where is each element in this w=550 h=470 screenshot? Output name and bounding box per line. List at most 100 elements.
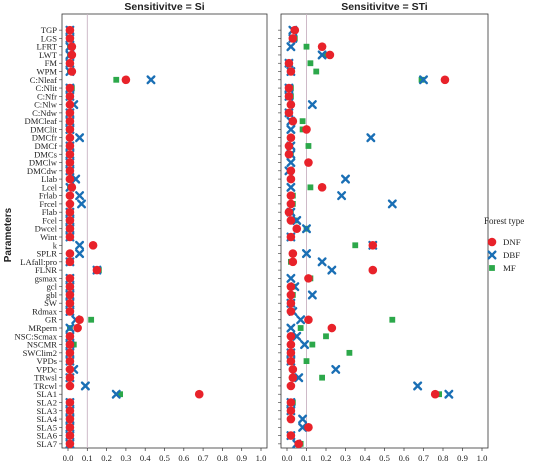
- point-dnf: [65, 116, 75, 126]
- parameter-label: SLA4: [36, 414, 57, 424]
- parameter-label: Wint: [40, 232, 57, 242]
- point-dnf: [65, 133, 75, 143]
- panel-frame: [61, 13, 268, 449]
- point-mf: [307, 60, 314, 67]
- point-dbf: [419, 75, 428, 85]
- point-dnf: [304, 423, 313, 432]
- parameter-label: Frcel: [39, 199, 57, 209]
- point-dnf: [65, 398, 75, 407]
- point-dnf: [65, 348, 75, 358]
- parameter-labels: TGPLGSLFRTLWTFMWPMC:NleafC:NlitC:NfrC:Nl…: [15, 25, 58, 449]
- series-dbf: [284, 25, 454, 449]
- point-mf: [303, 358, 310, 365]
- point-dnf: [121, 75, 131, 85]
- point-dnf: [65, 207, 75, 217]
- point-dnf: [65, 199, 75, 209]
- point-dnf: [368, 240, 378, 250]
- point-dbf: [307, 290, 317, 300]
- point-dnf: [286, 431, 296, 440]
- point-dbf: [286, 158, 296, 168]
- facet-title: Sensitivitve = Si: [124, 1, 204, 13]
- point-dnf: [317, 42, 327, 51]
- legend-label-dbf: DBF: [503, 250, 520, 260]
- point-dbf: [286, 42, 296, 52]
- point-dnf: [286, 67, 296, 76]
- point-dbf: [286, 124, 296, 134]
- point-dnf: [286, 133, 296, 143]
- point-mf: [299, 118, 306, 125]
- point-dnf: [65, 340, 75, 349]
- legend-marker-dnf: [487, 237, 497, 247]
- point-dnf: [327, 323, 337, 333]
- point-dbf: [302, 224, 311, 234]
- point-dnf: [65, 373, 75, 382]
- panel-2: Sensitivitve = STi 0.0 0.1 0.2 0.3 0.4 0.5 0.6 0…: [278, 1, 489, 463]
- point-dnf: [286, 307, 296, 316]
- x-tick-label: 0.8: [217, 453, 228, 463]
- parameter-label: DMCdw: [27, 166, 58, 176]
- point-dnf: [286, 381, 296, 391]
- point-dnf: [440, 75, 450, 85]
- parameter-label: DMCfr: [32, 133, 57, 143]
- parameter-label: Frlab: [39, 191, 57, 201]
- point-dnf: [284, 83, 294, 93]
- x-tick-label: 0.3: [340, 453, 351, 463]
- point-dnf: [65, 331, 75, 341]
- point-dbf: [331, 364, 341, 374]
- point-mf: [352, 242, 359, 249]
- x-tick-label: 0.2: [321, 453, 332, 463]
- parameter-label: Dwcel: [35, 224, 58, 234]
- point-dnf: [286, 216, 296, 225]
- point-dnf: [67, 183, 77, 192]
- parameter-label: SLA7: [36, 439, 57, 449]
- parameter-label: TRwsl: [34, 373, 58, 383]
- point-dbf: [286, 273, 296, 283]
- parameter-label: C:Nlit: [36, 83, 58, 93]
- point-dnf: [284, 149, 294, 159]
- point-dnf: [286, 340, 296, 349]
- x-tick-label: 0.4: [140, 453, 151, 463]
- point-dnf: [286, 406, 296, 416]
- point-dnf: [286, 166, 296, 176]
- point-dbf: [75, 240, 85, 250]
- parameter-label: SLA2: [36, 397, 57, 407]
- point-dbf: [75, 191, 85, 201]
- parameter-label: SPLR: [36, 249, 57, 259]
- point-mf: [418, 76, 425, 83]
- point-dnf: [88, 240, 98, 250]
- point-dnf: [65, 406, 75, 416]
- x-tick-label: 0.5: [159, 453, 170, 463]
- x-tick-label: 0.1: [301, 453, 312, 463]
- point-mf: [113, 76, 120, 83]
- point-dbf: [286, 323, 296, 333]
- x-tick-label: 0.5: [379, 453, 390, 463]
- point-mf: [303, 43, 310, 50]
- parameter-label: C:Nlw: [34, 100, 58, 110]
- point-dnf: [65, 100, 75, 109]
- point-dnf: [65, 191, 75, 200]
- point-mf: [307, 184, 314, 191]
- point-dnf: [284, 58, 294, 68]
- parameter-label: NSC:Scmax: [15, 331, 58, 341]
- point-dnf: [290, 25, 300, 35]
- point-mf: [305, 143, 312, 149]
- x-tick-label: 0.7: [418, 453, 429, 463]
- point-mf: [346, 349, 353, 356]
- point-dnf: [65, 307, 75, 316]
- point-dnf: [65, 224, 75, 234]
- legend-marker-dbf: [487, 250, 497, 260]
- point-dnf: [286, 348, 296, 358]
- point-dnf: [284, 108, 294, 118]
- point-dnf: [286, 199, 296, 209]
- point-dbf: [75, 249, 85, 259]
- parameter-label: TGP: [41, 25, 57, 35]
- point-dnf: [286, 174, 296, 184]
- parameter-label: SLA6: [36, 431, 57, 441]
- point-dnf: [286, 414, 296, 424]
- point-dnf: [286, 290, 296, 300]
- point-dnf: [286, 331, 296, 341]
- x-tick-label: 0.7: [198, 453, 209, 463]
- x-tick-label: 0.6: [399, 453, 410, 463]
- point-dnf: [288, 257, 298, 267]
